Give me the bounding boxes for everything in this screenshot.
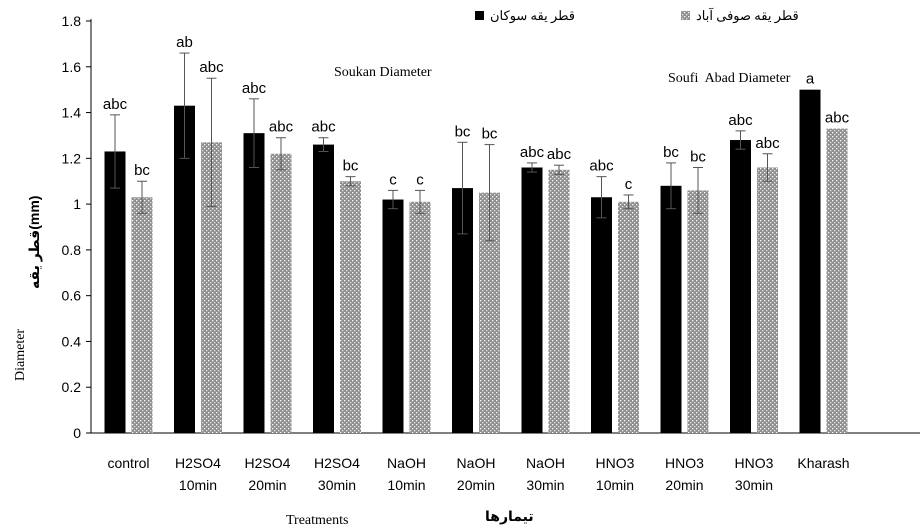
significance-letter-soukan: bc [455,123,471,140]
bar-soukan [382,199,404,433]
legend-label-soukan-fa: قطر یقه سوکان [490,8,575,24]
bar-soukan [730,140,751,433]
significance-letter-soufi-abad: bc [690,148,706,165]
x-tick-label: NaOH [387,455,426,471]
significance-letter-soukan: bc [663,144,679,161]
significance-letter-soufi-abad: bc [482,126,498,143]
y-tick-label: 0 [73,425,81,441]
significance-letter-soukan: abc [728,112,753,129]
bar-soufi-abad [618,201,639,433]
significance-letter-soufi-abad: abc [755,135,780,152]
y-tick-label: 1.2 [62,150,82,166]
y-tick-label: 0.6 [62,288,82,304]
y-tick-label: 1 [73,196,81,212]
x-tick-label: 30min [735,477,773,493]
y-tick-label: 1.4 [62,105,82,121]
x-tick-label: HNO3 [665,455,704,471]
y-tick-label: 0.8 [62,242,82,258]
x-axis-title-fa: تیمارها [485,508,534,524]
legend: قطر یقه سوکان Soukan Diameter قطر یقه صو… [334,7,799,86]
significance-letter-soukan: ab [176,34,193,51]
significance-letter-soufi-abad: abc [825,110,850,127]
bar-soukan [521,167,543,433]
bar-soukan [313,144,334,433]
legend-swatch-soufi-abad [681,11,690,20]
significance-letter-soukan: abc [311,119,336,136]
bar-soufi-abad [826,128,848,434]
x-tick-label: 10min [387,477,425,493]
bar-soufi-abad [687,190,709,433]
significance-letter-soukan: abc [103,96,128,113]
significance-letter-soukan: abc [589,158,614,175]
legend-label-soufi-abad-fa: قطر یقه صوفی آباد [696,7,799,24]
significance-letter-soukan: a [806,71,815,88]
x-tick-label: H2SO4 [175,455,221,471]
bar-soufi-abad [409,201,431,433]
x-tick-label: NaOH [457,455,496,471]
bar-soukan [452,188,473,433]
x-tick-labels: control H2SO4 10min H2SO4 20min H2SO4 30min NaO… [107,455,849,493]
x-tick-label: 20min [457,477,495,493]
significance-letter-soukan: abc [520,144,545,161]
significance-letter-soukan: c [389,171,397,188]
x-axis-title: Treatments [286,513,348,528]
bar-soufi-abad [757,167,778,433]
x-tick-label: HNO3 [596,455,635,471]
bar-soufi-abad [270,153,292,433]
bar-soufi-abad [201,142,222,434]
significance-letter-soufi-abad: abc [547,146,572,163]
bar-soukan [660,185,682,433]
x-tick-label: 30min [318,477,356,493]
significance-letter-soufi-abad: bc [343,158,359,175]
legend-swatch-soukan [475,11,484,20]
x-tick-label: H2SO4 [245,455,291,471]
legend-label-soufi-abad-en: Soufi Abad Diameter [668,71,791,86]
y-tick-label: 0.2 [62,379,82,395]
x-tick-label: 10min [179,477,217,493]
bar-soukan [174,105,195,433]
x-tick-label: HNO3 [735,455,774,471]
significance-letter-soufi-abad: abc [269,119,294,136]
x-tick-label: control [107,455,149,471]
significance-letter-soukan: abc [242,80,267,97]
x-tick-label: 30min [526,477,564,493]
significance-letter-soufi-abad: c [625,176,633,193]
y-axis-title-fa: قطر یقه(mm) [26,196,43,289]
bar-soukan [591,197,612,433]
bar-soukan [243,133,265,433]
legend-label-soukan-en: Soukan Diameter [334,65,432,80]
bar-soufi-abad [340,181,361,433]
x-tick-label: 20min [248,477,286,493]
significance-letter-soufi-abad: abc [199,59,224,76]
x-tick-label: 20min [665,477,703,493]
bar-soufi-abad [548,169,570,433]
x-tick-label: Kharash [797,455,849,471]
bar-soufi-abad [479,192,500,433]
y-axis: 0 0.2 0.4 0.6 0.8 1 1.2 1.4 1.6 1.8 [62,13,92,441]
significance-letter-soufi-abad: bc [134,162,150,179]
x-tick-label: H2SO4 [314,455,360,471]
y-tick-label: 1.8 [62,13,82,29]
bar-soukan [104,151,126,433]
y-tick-label: 1.6 [62,59,82,75]
y-axis-title: Diameter [13,329,28,381]
bar-soukan [799,89,821,434]
significance-letter-soufi-abad: c [416,171,424,188]
x-tick-label: 10min [596,477,634,493]
y-tick-label: 0.4 [62,333,82,349]
bar-soufi-abad [131,197,153,433]
x-tick-label: NaOH [526,455,565,471]
